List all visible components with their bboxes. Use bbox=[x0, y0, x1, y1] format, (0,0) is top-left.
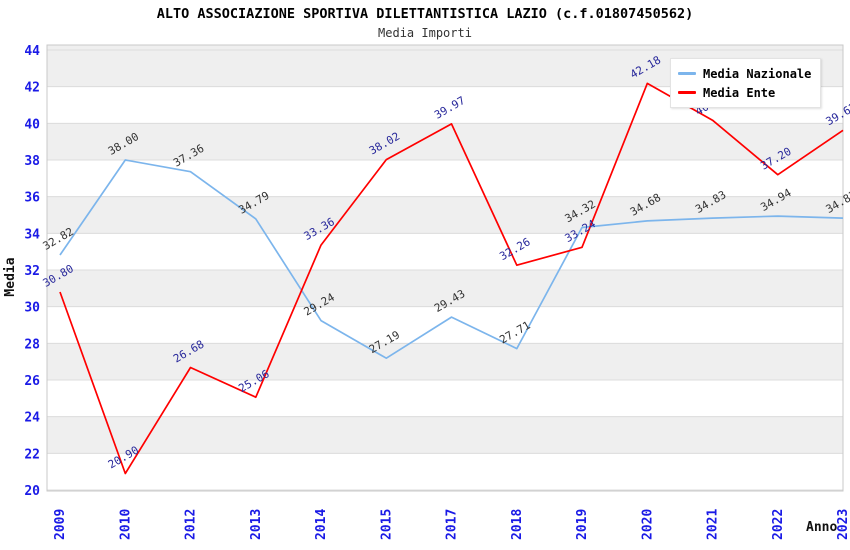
legend-box: Media Nazionale Media Ente bbox=[670, 58, 822, 108]
y-tick-label: 42 bbox=[24, 81, 40, 96]
x-tick-label: 2022 bbox=[771, 509, 786, 540]
x-tick-label: 2009 bbox=[53, 509, 68, 540]
y-tick-label: 32 bbox=[24, 264, 40, 279]
series-line-media-nazionale[interactable] bbox=[59, 159, 844, 360]
y-tick-label: 22 bbox=[24, 447, 40, 462]
legend-label: Media Nazionale bbox=[703, 66, 812, 81]
x-tick-label: 2012 bbox=[184, 509, 199, 540]
plot-border bbox=[46, 44, 844, 492]
y-tick-label: 28 bbox=[24, 337, 40, 352]
data-label: 39.97 bbox=[432, 94, 467, 122]
data-label: 34.83 bbox=[824, 188, 850, 216]
series-line-media-ente[interactable] bbox=[59, 82, 844, 475]
plot-band bbox=[47, 196, 843, 234]
y-tick-label: 34 bbox=[24, 227, 40, 242]
legend-swatch-nazionale-icon bbox=[678, 72, 696, 75]
x-tick-label: 2015 bbox=[379, 509, 394, 540]
data-label: 32.26 bbox=[497, 235, 532, 263]
data-label: 39.62 bbox=[824, 100, 850, 128]
y-tick-label: 38 bbox=[24, 154, 40, 169]
data-label: 27.71 bbox=[497, 319, 532, 347]
plot-band bbox=[47, 416, 843, 454]
x-axis-title: Anno bbox=[806, 520, 837, 535]
y-tick-label: 24 bbox=[24, 411, 40, 426]
legend-item-media-ente[interactable]: Media Ente bbox=[678, 83, 811, 102]
y-axis-title: Media bbox=[3, 257, 18, 296]
chart-title: ALTO ASSOCIAZIONE SPORTIVA DILETTANTISTI… bbox=[156, 6, 694, 22]
y-tick-label: 30 bbox=[24, 301, 40, 316]
legend-item-media-nazionale[interactable]: Media Nazionale bbox=[678, 64, 811, 83]
x-tick-label: 2017 bbox=[445, 509, 460, 540]
x-tick-label: 2018 bbox=[510, 509, 525, 540]
plot-band bbox=[47, 270, 843, 307]
x-tick-label: 2021 bbox=[706, 509, 721, 540]
x-tick-label: 2014 bbox=[314, 509, 329, 540]
y-tick-label: 40 bbox=[24, 117, 40, 132]
legend-swatch-ente-icon bbox=[678, 91, 696, 94]
x-tick-label: 2013 bbox=[249, 509, 264, 540]
y-tick-label: 26 bbox=[24, 374, 40, 389]
x-tick-label: 2023 bbox=[836, 509, 850, 540]
legend-label: Media Ente bbox=[703, 85, 776, 100]
y-tick-label: 44 bbox=[24, 44, 40, 59]
x-tick-label: 2019 bbox=[575, 509, 590, 540]
plot-band bbox=[47, 123, 843, 160]
x-tick-label: 2010 bbox=[118, 509, 133, 540]
x-tick-label: 2020 bbox=[640, 509, 655, 540]
y-tick-label: 20 bbox=[24, 484, 40, 499]
plot-band bbox=[47, 343, 843, 380]
chart-subtitle: Media Importi bbox=[378, 26, 472, 40]
y-tick-label: 36 bbox=[24, 191, 40, 206]
